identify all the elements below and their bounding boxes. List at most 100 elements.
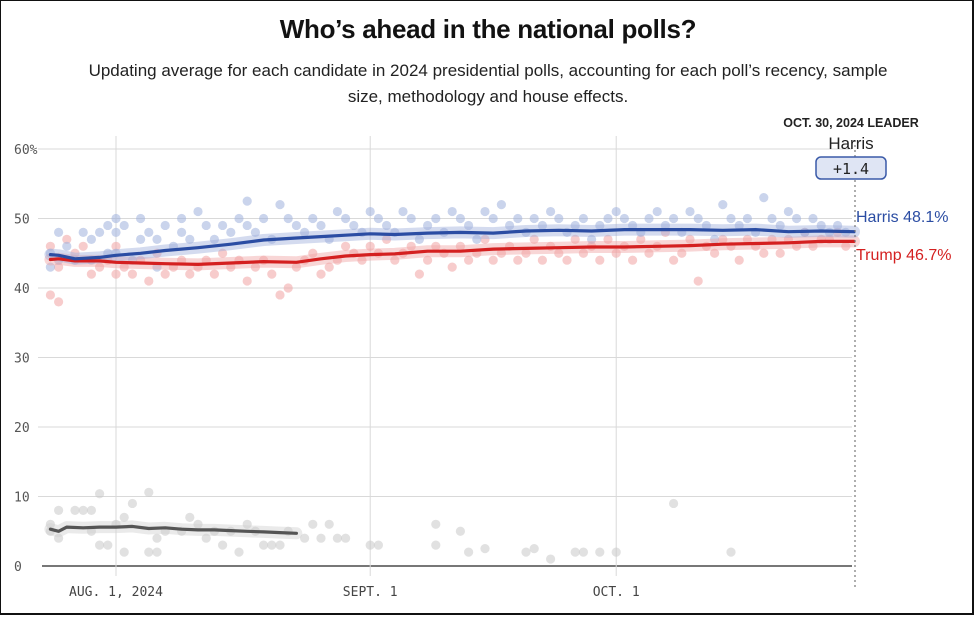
harris-poll-dot	[283, 213, 293, 224]
trump-poll-dot	[316, 269, 326, 279]
harris-poll-dot	[406, 213, 416, 224]
other-poll-dot	[365, 540, 375, 550]
harris-poll-dot	[291, 220, 301, 231]
harris-poll-dot	[833, 220, 843, 231]
other-poll-dot	[86, 505, 96, 515]
other-poll-dot	[201, 533, 211, 543]
harris-poll-dot	[570, 220, 580, 231]
trump-poll-dot	[160, 269, 170, 279]
trump-poll-dot	[341, 241, 351, 251]
other-poll-dot	[144, 547, 154, 557]
harris-poll-dot	[86, 234, 96, 244]
trump-poll-dot	[759, 248, 769, 258]
harris-poll-dot	[669, 213, 679, 224]
other-poll-dot	[95, 540, 105, 550]
other-poll-dot	[259, 540, 269, 550]
harris-poll-dot	[792, 213, 802, 224]
trump-poll-dot	[275, 290, 285, 300]
average-lines	[48, 228, 856, 535]
trump-poll-dot	[324, 262, 334, 272]
trump-poll-dot	[45, 290, 56, 300]
other-poll-dot	[570, 547, 580, 557]
trump-poll-dot	[54, 262, 64, 272]
trump-poll-dot	[365, 241, 375, 251]
trump-poll-dot	[308, 248, 318, 258]
other-poll-dot	[45, 519, 56, 529]
harris-poll-dot	[414, 234, 424, 244]
harris-poll-dot	[611, 206, 621, 217]
trump-poll-dot	[603, 234, 613, 244]
other-poll-dot	[78, 505, 88, 515]
harris-poll-dot	[767, 213, 777, 224]
trump-poll-dot	[86, 269, 96, 279]
y-tick-label: 30	[14, 352, 30, 367]
harris-poll-dot	[177, 213, 187, 224]
trump-poll-dot	[95, 262, 105, 272]
harris-poll-dot	[111, 213, 121, 224]
other-poll-dot	[308, 519, 318, 529]
harris-poll-dot	[488, 213, 498, 224]
harris-poll-dot	[693, 213, 703, 224]
trump-poll-dot	[283, 283, 293, 293]
trump-poll-dot	[562, 255, 572, 265]
harris-poll-dot	[554, 213, 564, 224]
trump-poll-dot	[382, 234, 392, 244]
harris-poll-dot	[718, 200, 728, 210]
trump-poll-dot	[734, 255, 744, 265]
harris-poll-dot	[742, 213, 753, 224]
trump-poll-dot	[710, 248, 720, 258]
harris-poll-dot	[537, 220, 548, 231]
trump-poll-dot	[127, 269, 137, 279]
harris-poll-dot	[496, 200, 506, 210]
other-poll-dot	[324, 519, 334, 529]
other-poll-dot	[611, 547, 621, 557]
trump-poll-dot	[685, 234, 695, 244]
other-poll-dot	[119, 547, 129, 557]
harris-poll-dot	[595, 220, 605, 231]
trump-poll-dot	[595, 255, 605, 265]
harris-poll-dot	[710, 234, 720, 244]
y-tick-label: 20	[14, 421, 30, 436]
harris-poll-dot	[185, 234, 195, 244]
other-poll-dot	[431, 540, 441, 550]
y-axis: 0 10 20 30 40 50 60%	[14, 143, 38, 575]
trump-poll-dot	[423, 255, 433, 265]
harris-poll-dot	[300, 227, 310, 237]
trump-poll-dot	[357, 255, 367, 265]
trump-poll-dot	[406, 241, 416, 251]
other-poll-dot	[521, 547, 531, 557]
harris-poll-dot	[365, 206, 375, 217]
x-tick-label: OCT. 1	[593, 585, 640, 600]
trump-poll-dot	[144, 276, 154, 286]
y-tick-label: 40	[14, 282, 30, 297]
harris-end-label: Harris 48.1%	[856, 209, 948, 226]
other-poll-dot	[103, 540, 113, 550]
confidence-bands	[44, 223, 860, 540]
harris-poll-dot	[119, 220, 129, 231]
harris-poll-dot	[480, 206, 490, 217]
harris-poll-dot	[759, 193, 769, 203]
trump-poll-dot	[242, 276, 252, 286]
other-poll-dot	[373, 540, 383, 550]
harris-poll-dot	[644, 213, 654, 224]
gridlines	[38, 136, 852, 576]
other-poll-dot	[529, 544, 539, 554]
harris-poll-dot	[660, 220, 671, 231]
harris-poll-dot	[529, 213, 539, 224]
harris-poll-dot	[398, 206, 408, 217]
harris-poll-dot	[193, 206, 203, 217]
trump-poll-dot	[414, 269, 424, 279]
other-poll-dot	[332, 533, 342, 543]
trump-poll-dot	[111, 269, 121, 279]
trump-poll-dot	[480, 234, 490, 244]
harris-poll-dot	[464, 220, 474, 231]
other-poll-dot	[152, 547, 162, 557]
trump-poll-dot	[669, 255, 679, 265]
trump-poll-dot	[488, 255, 498, 265]
harris-poll-dot	[226, 227, 236, 237]
other-poll-dot	[275, 540, 285, 550]
harris-poll-dot	[816, 220, 826, 231]
other-poll-dot	[341, 533, 351, 543]
leader-heading: OCT. 30, 2024 LEADER	[783, 116, 918, 130]
